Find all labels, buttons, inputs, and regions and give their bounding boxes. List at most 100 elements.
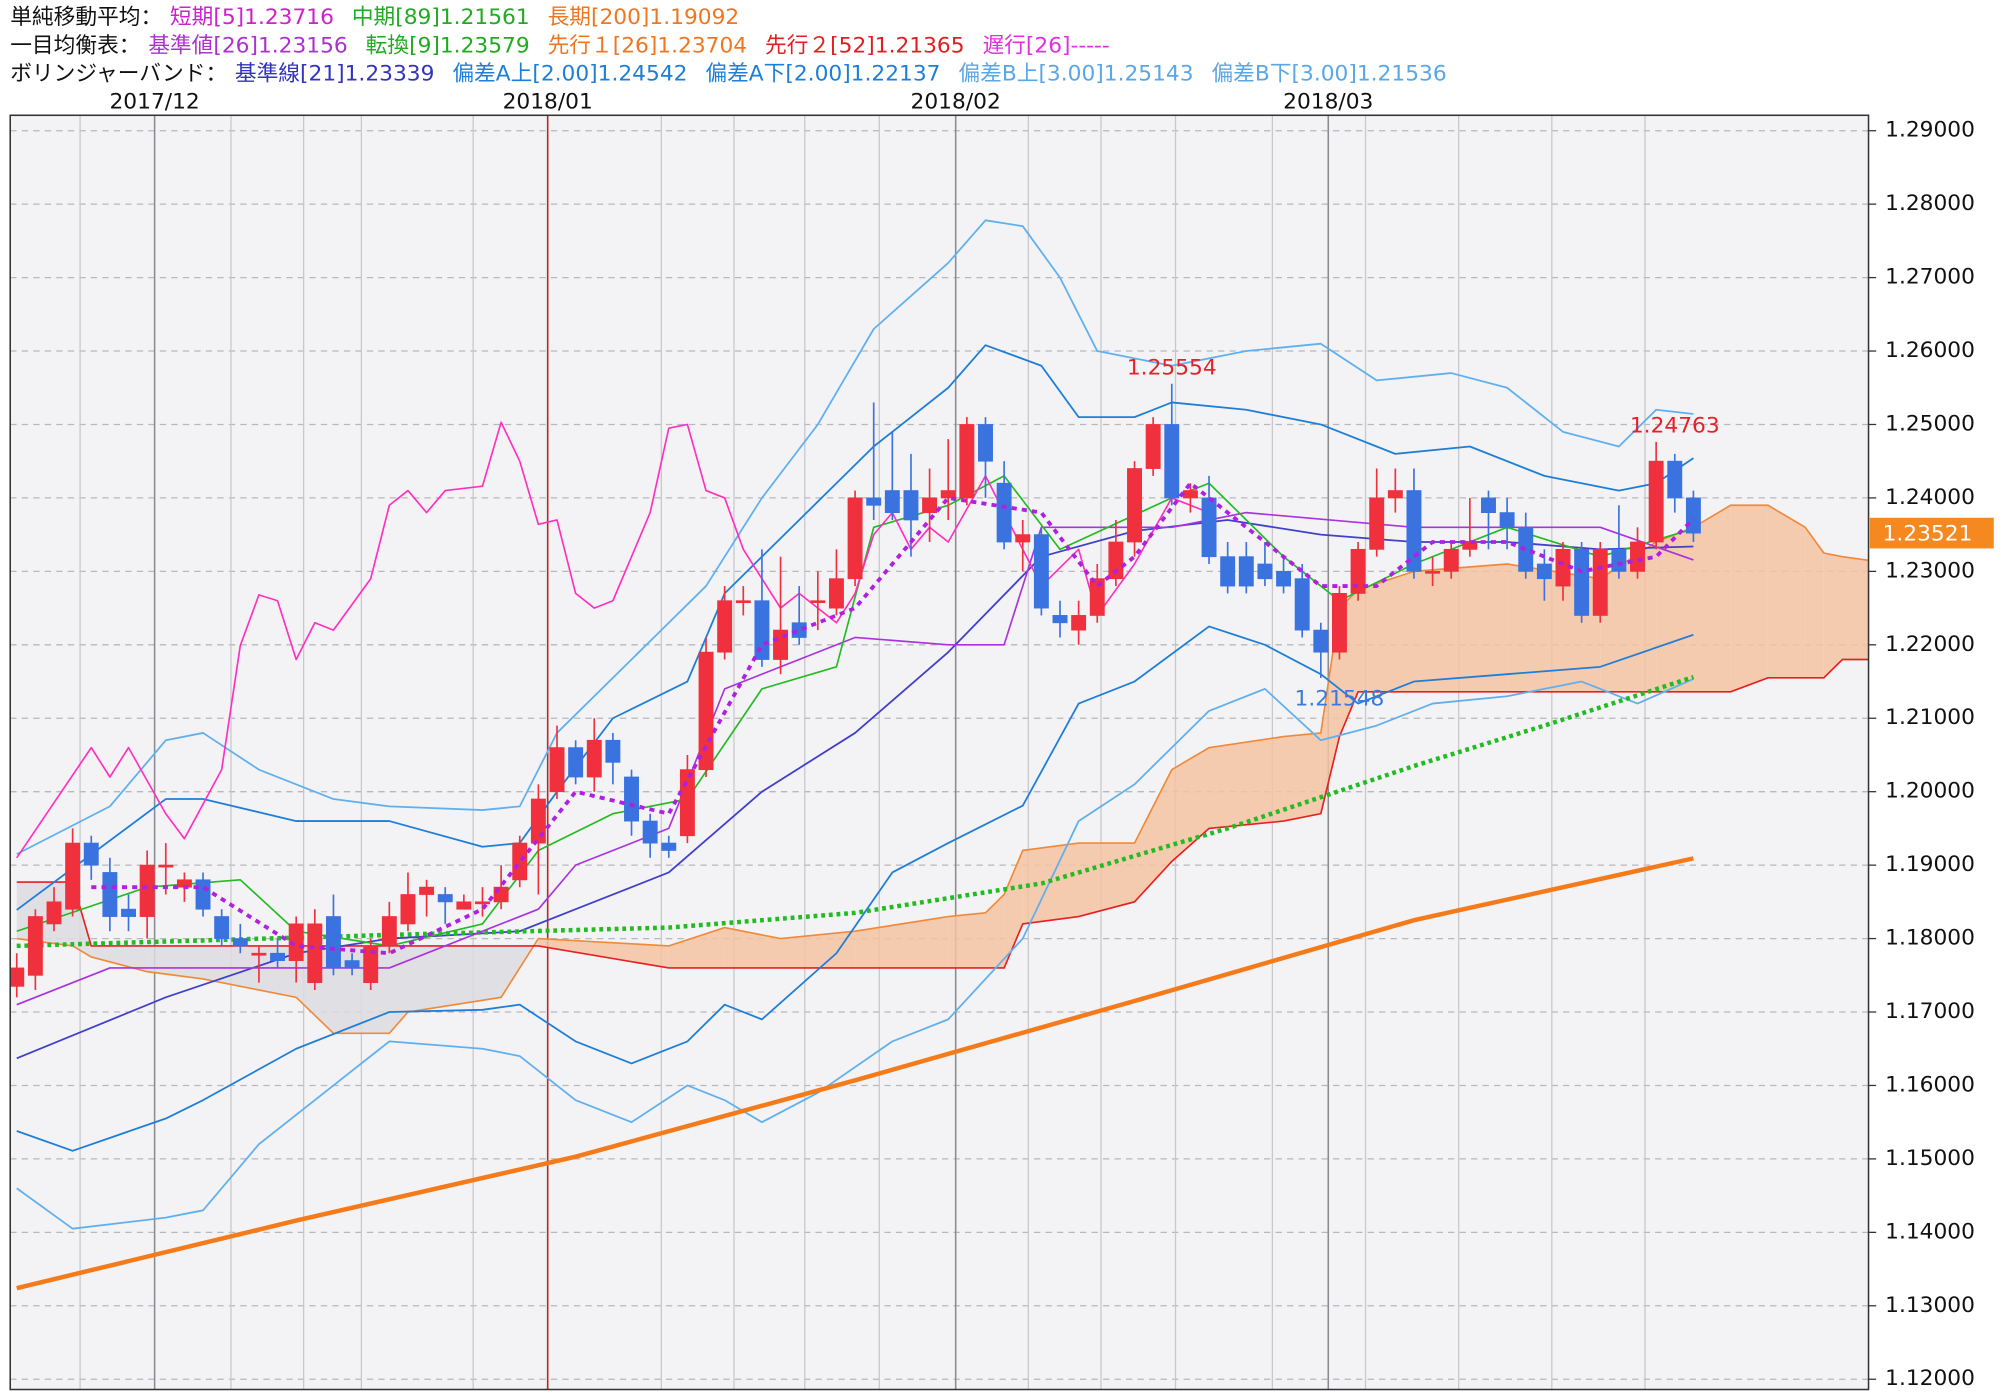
candle-body: [344, 960, 360, 969]
candle-body: [27, 916, 43, 976]
cloud-fill: [1767, 505, 1806, 678]
y-tick-label: 1.27000: [1885, 265, 1975, 290]
legend-item: 短期[5]1.23716: [170, 5, 334, 30]
legend: 単純移動平均： 短期[5]1.23716 中期[89]1.21561 長期[200]1…: [10, 5, 1446, 114]
x-tick-label: 2018/03: [1283, 90, 1373, 115]
indicator-line: [16, 344, 1694, 911]
indicator-line: [16, 856, 1694, 1291]
legend-item: 基準値[26]1.23156: [148, 33, 348, 58]
plot-border: [9, 114, 1870, 1391]
candle-body: [1089, 578, 1105, 616]
candle-body: [1052, 615, 1068, 624]
cloud-fill: [1358, 571, 1414, 692]
y-tick-label: 1.13000: [1885, 1293, 1975, 1318]
legend-item: 中期[89]1.21561: [352, 5, 530, 30]
indicator-line: [16, 674, 1695, 949]
candle-body: [549, 747, 565, 793]
indicator-line: [16, 625, 1694, 1152]
legend-item: 偏差B上[3.00]1.25143: [958, 61, 1193, 86]
y-tick-label: 1.26000: [1885, 338, 1975, 363]
candle-body: [232, 938, 248, 947]
candle-body: [866, 497, 882, 506]
cloud-fill: [1693, 505, 1731, 692]
legend-label: ボリンジャーバンド：: [10, 61, 227, 86]
candle-body: [1443, 548, 1459, 572]
candle-body: [884, 490, 900, 513]
y-tick-label: 1.21000: [1885, 705, 1975, 730]
candle-body: [568, 747, 584, 778]
cloud-fill: [1413, 564, 1508, 692]
price-annotation: 1.21548: [1295, 687, 1385, 712]
candle-body: [717, 600, 733, 653]
candle-body: [214, 916, 230, 939]
candle-body: [475, 901, 490, 905]
candle-body: [1387, 490, 1403, 499]
candle-body: [1518, 526, 1534, 572]
candle-body: [1182, 490, 1198, 499]
cloud-fill: [1078, 843, 1135, 917]
candle-body: [1071, 615, 1087, 631]
x-tick-label: 2017/12: [109, 90, 199, 115]
candle-body: [661, 842, 677, 851]
cloud-fill: [1004, 850, 1023, 968]
candle-body: [1648, 460, 1664, 543]
candle-body: [530, 798, 546, 844]
candle-body: [586, 739, 602, 778]
candle-body: [1164, 424, 1180, 499]
candle-body: [1611, 548, 1627, 572]
candle-body: [847, 497, 863, 580]
candle-body: [1499, 512, 1515, 528]
cloud-fill: [147, 945, 204, 979]
candle-body: [1630, 541, 1645, 572]
candle-body: [83, 842, 99, 866]
price-annotation: 1.25554: [1127, 355, 1217, 380]
cloud-fill: [407, 945, 502, 1013]
cloud-fill: [668, 927, 725, 968]
candle-body: [288, 923, 304, 961]
candle-body: [363, 945, 379, 984]
last-price-label: 1.23521: [1883, 521, 1973, 546]
candle-body: [1257, 563, 1273, 580]
candle-body: [810, 600, 826, 604]
x-tick-label: 2018/02: [911, 90, 1001, 115]
candle-body: [978, 424, 993, 462]
y-tick-label: 1.16000: [1885, 1072, 1975, 1097]
y-tick-label: 1.15000: [1885, 1146, 1975, 1171]
cloud-fill: [1823, 553, 1843, 678]
price-axis: 1.29000 1.28000 1.27000 1.26000 1.25000 1.240…: [1868, 118, 1994, 1391]
candle-body: [922, 497, 938, 513]
indicator-line: [16, 219, 1694, 855]
candle-body: [1462, 541, 1478, 550]
cloud-fill: [855, 916, 949, 968]
candle-body: [1015, 534, 1031, 543]
candle-body: [102, 872, 118, 917]
legend-item: 先行１[26]1.23704: [548, 33, 748, 58]
candle-body: [605, 739, 621, 763]
cloud-fill: [1805, 527, 1824, 678]
candle-body: [158, 864, 174, 868]
cloud-fill: [985, 894, 1005, 968]
candle-body: [419, 886, 435, 895]
cloud-fill: [538, 938, 669, 968]
y-tick-label: 1.29000: [1885, 118, 1975, 143]
candle-body: [959, 424, 975, 499]
cloud-fill: [724, 927, 781, 968]
candle-body: [437, 894, 453, 903]
candle-body: [1574, 548, 1590, 616]
legend-item: 転換[9]1.23579: [366, 33, 530, 58]
y-tick-label: 1.14000: [1885, 1219, 1975, 1244]
plot: 1.25554 1.24763 1.21548: [10, 219, 1869, 1291]
cloud-fill: [780, 931, 856, 968]
cloud-fill: [1022, 843, 1079, 924]
cloud-fill: [948, 912, 986, 968]
candle-body: [1201, 497, 1217, 558]
candle-body: [400, 894, 416, 925]
candle-body: [1685, 497, 1701, 534]
indicator-line: [16, 421, 1210, 859]
candle-body: [512, 842, 528, 881]
candle-body: [679, 769, 695, 837]
candle-body: [381, 916, 397, 947]
candle-body: [1369, 497, 1385, 550]
cloud-fill: [1134, 769, 1172, 902]
